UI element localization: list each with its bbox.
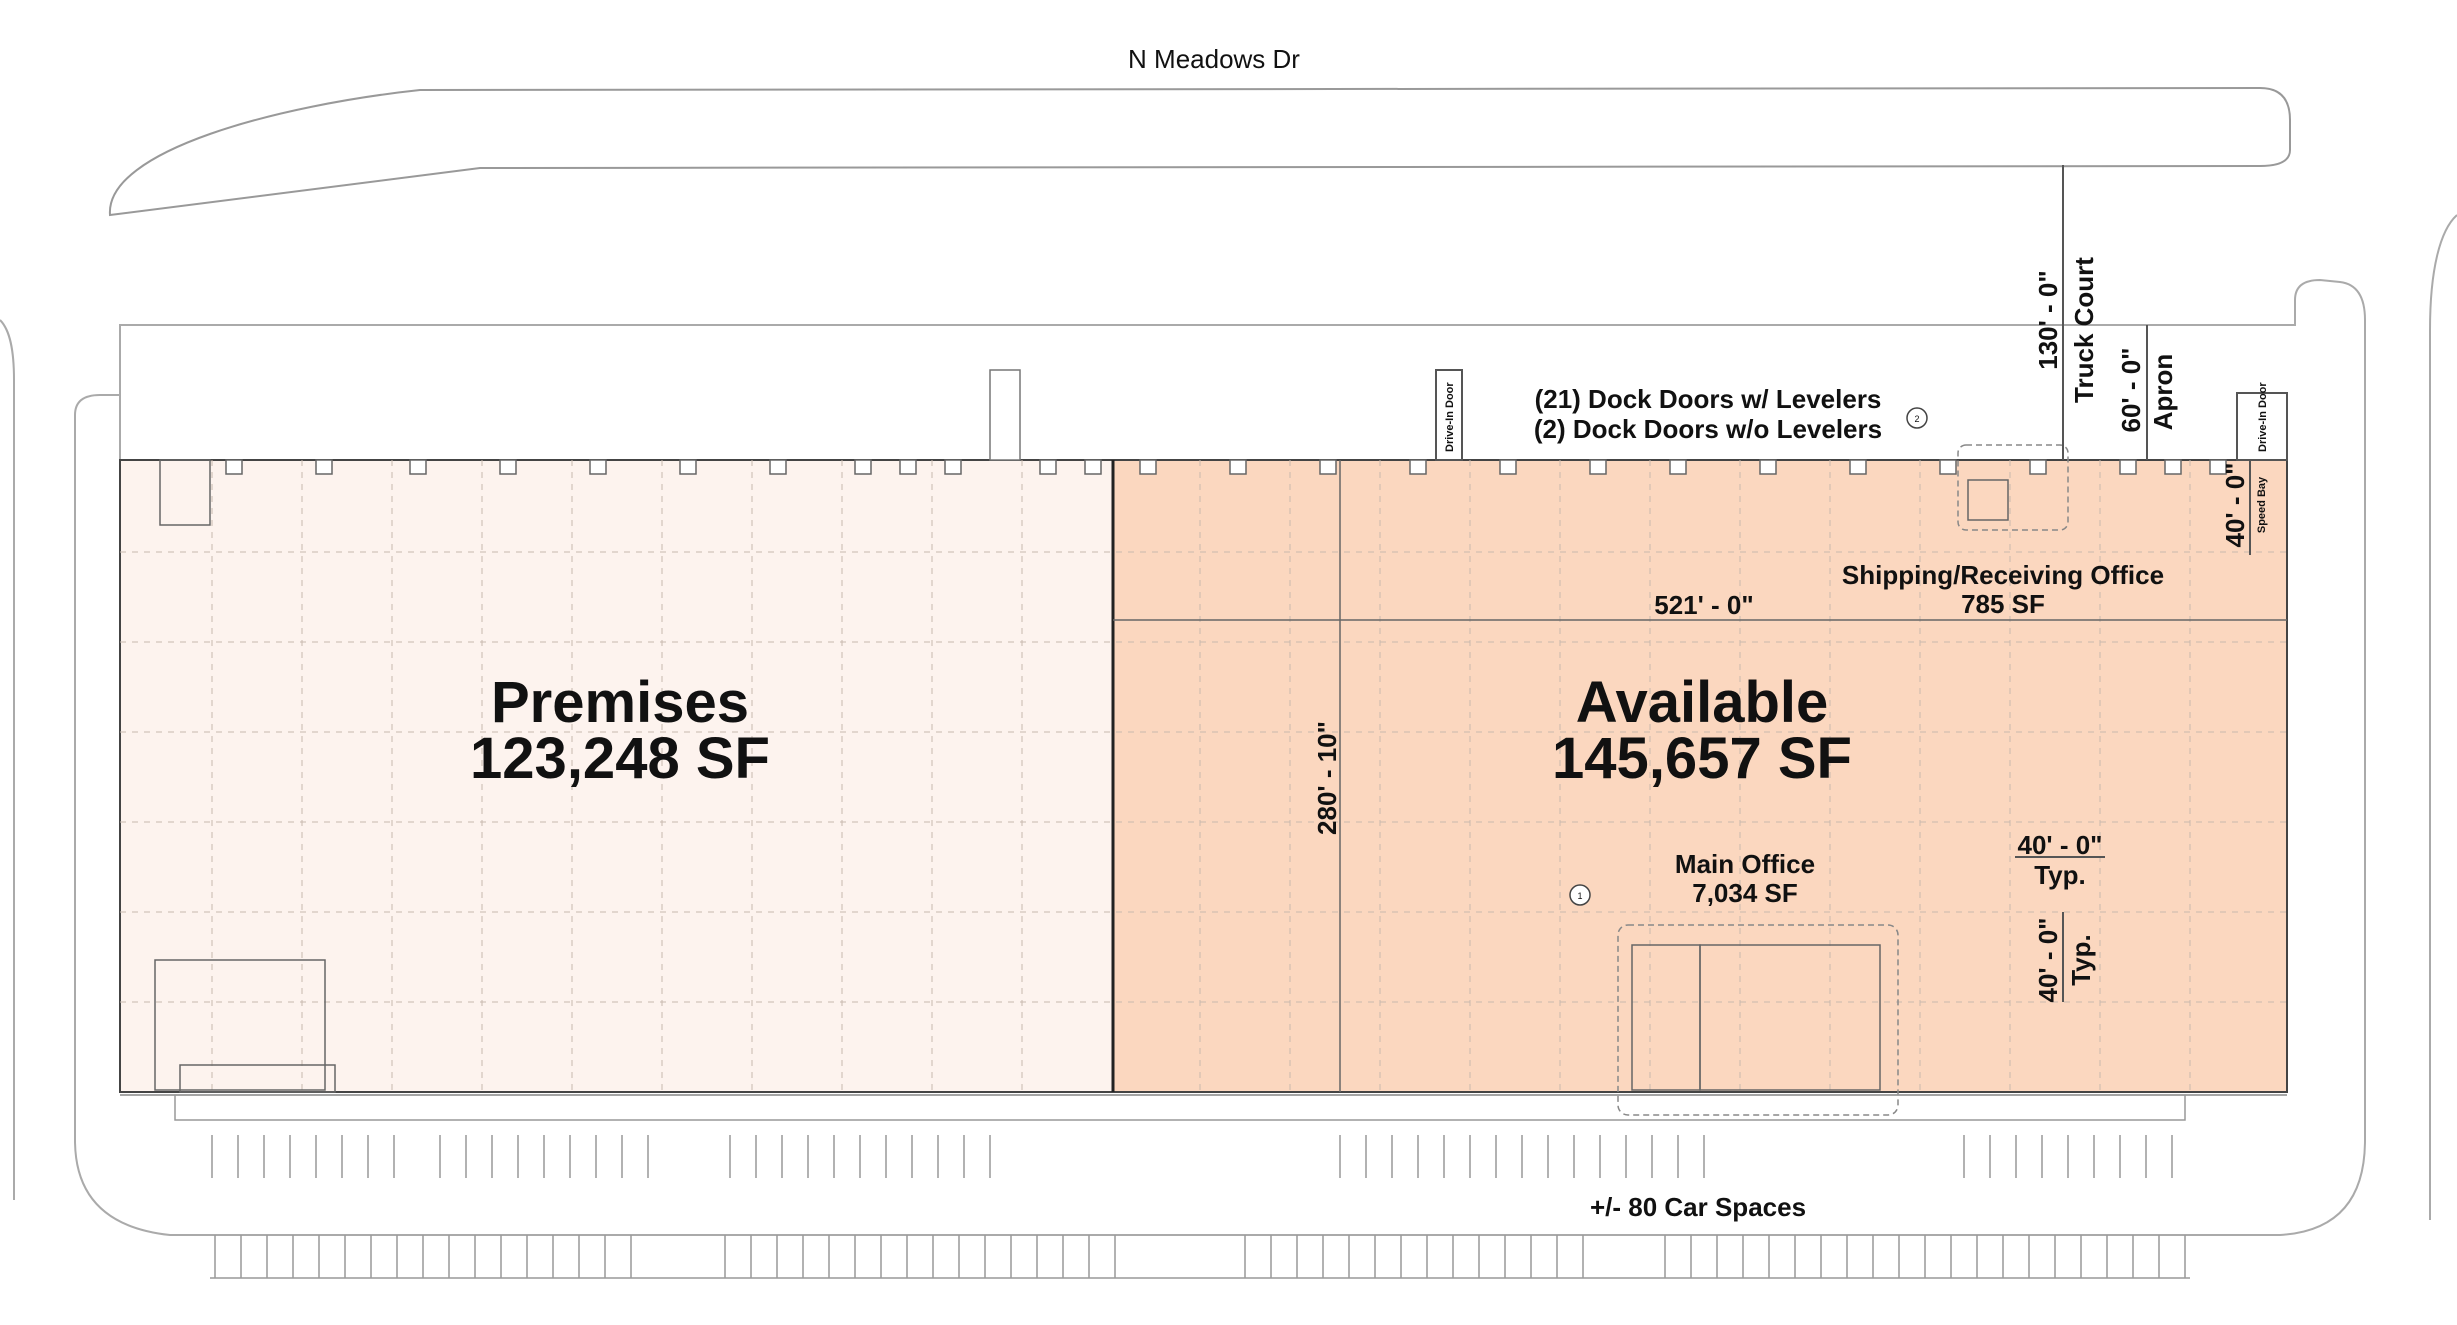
shipping-office-area: 785 SF xyxy=(1961,589,2045,619)
parking-stalls-row-1 xyxy=(211,1135,2173,1178)
callout-1-marker xyxy=(1569,884,1591,906)
site-edge-left xyxy=(0,319,15,1200)
shipping-office-room xyxy=(1967,479,2009,521)
available-name: Available xyxy=(1576,670,1829,735)
dock-doors-line-2: (2) Dock Doors w/o Levelers xyxy=(1534,414,1882,444)
main-office-footprint xyxy=(1617,924,1899,1116)
parking-label: +/- 80 Car Spaces xyxy=(1590,1192,1806,1222)
drive-in-door-label-1: Drive-In Door xyxy=(1444,382,1456,452)
column-spacing-h-typ: Typ. xyxy=(2034,860,2086,890)
parking-stalls-row-2 xyxy=(210,1235,2190,1279)
main-office-area: 7,034 SF xyxy=(1692,878,1798,908)
drive-in-door-box-1 xyxy=(1435,369,1463,461)
premises-office-block xyxy=(179,1064,336,1093)
site-edge-right xyxy=(2429,214,2457,1220)
column-spacing-v-typ: Typ. xyxy=(2066,934,2096,986)
stair-box xyxy=(989,369,1021,461)
apron-label: Apron xyxy=(2148,354,2178,431)
street-curb xyxy=(108,86,2291,217)
column-grid xyxy=(120,460,2287,1092)
column-spacing-v: 40' - 0" xyxy=(2033,918,2063,1003)
truck-court-value: 130' - 0" xyxy=(2033,270,2063,369)
main-office-wing xyxy=(1631,944,1701,1091)
shipping-office-name: Shipping/Receiving Office xyxy=(1842,560,2164,590)
truck-court-label: Truck Court xyxy=(2069,257,2099,403)
main-office-name: Main Office xyxy=(1675,849,1815,879)
drive-in-door-box-2 xyxy=(2236,392,2288,461)
apron-value: 60' - 0" xyxy=(2116,348,2146,433)
column-spacing-h: 40' - 0" xyxy=(2018,830,2103,860)
truck-court-outline xyxy=(74,278,2366,1236)
drive-in-door-label-2: Drive-In Door xyxy=(2257,382,2269,452)
dock-doors-line-1: (21) Dock Doors w/ Levelers xyxy=(1535,384,1882,414)
callout-2-marker xyxy=(1906,407,1928,429)
premises-area xyxy=(119,459,1114,1093)
available-area-label: 145,657 SF xyxy=(1552,726,1852,791)
depth-dimension: 280' - 10" xyxy=(1312,721,1342,835)
sidewalk-strip xyxy=(174,1094,2186,1121)
dock-doors xyxy=(225,459,2227,475)
street-name: N Meadows Dr xyxy=(1128,44,1300,74)
premises-corner-box xyxy=(159,459,211,526)
premises-restroom-block xyxy=(154,959,326,1091)
callout-2-label: 2 xyxy=(1914,414,1919,424)
speed-bay-label: Speed Bay xyxy=(2256,476,2268,533)
speed-bay-value: 40' - 0" xyxy=(2220,463,2250,548)
premises-area-label: 123,248 SF xyxy=(470,726,770,791)
shipping-office-footprint xyxy=(1957,444,2069,531)
width-dimension: 521' - 0" xyxy=(1654,590,1753,620)
callout-1-label: 1 xyxy=(1577,891,1582,901)
premises-name: Premises xyxy=(491,670,749,735)
